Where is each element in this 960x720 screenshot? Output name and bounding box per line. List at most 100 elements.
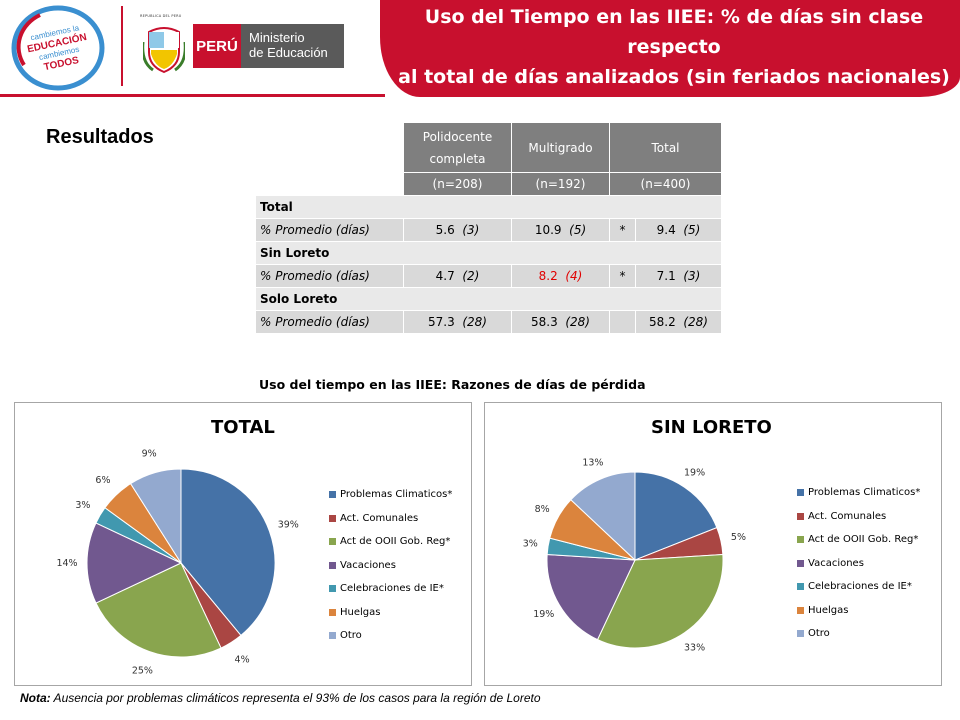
table-cell: 4.7 (2) bbox=[403, 264, 512, 288]
row-label: % Promedio (días) bbox=[255, 310, 404, 334]
slice-label: 14% bbox=[56, 558, 77, 569]
campaign-logo: cambiemos la EDUCACIÓN cambiemos TODOS bbox=[11, 5, 105, 91]
pie-slice bbox=[546, 553, 636, 641]
legend-item: Problemas Climaticos* bbox=[329, 483, 452, 507]
shield-caption: REPUBLICA DEL PERU bbox=[140, 14, 182, 18]
slice-label: 33% bbox=[684, 643, 705, 654]
table-cell: 9.4 (5) bbox=[635, 218, 722, 242]
days: (4) bbox=[565, 269, 583, 283]
ministry-line-1: Ministerio bbox=[249, 30, 305, 45]
days: (3) bbox=[462, 223, 480, 237]
chart-legend: Problemas Climaticos* Act. Comunales Act d… bbox=[797, 481, 920, 646]
slice-label: 19% bbox=[533, 609, 554, 620]
chart-sin-loreto: SIN LORETO 19% 5% 33% 19% 3% 8% 13% Problemas … bbox=[484, 402, 942, 686]
table-blank bbox=[255, 172, 404, 196]
footnote-label: Nota: bbox=[20, 691, 51, 705]
value: 8.2 bbox=[538, 269, 558, 283]
table-cell: 5.6 (3) bbox=[403, 218, 512, 242]
legend-swatch bbox=[797, 606, 804, 614]
pie-slice bbox=[95, 562, 222, 658]
table-cell: 57.3 (28) bbox=[403, 310, 512, 334]
value: 5.6 bbox=[435, 223, 455, 237]
n-polidocente: (n=208) bbox=[403, 172, 512, 196]
chart-title: TOTAL bbox=[211, 417, 275, 438]
pie-slice bbox=[596, 553, 724, 649]
table-cell: 58.3 (28) bbox=[511, 310, 610, 334]
pie-slice bbox=[129, 468, 182, 565]
legend-swatch bbox=[329, 608, 336, 616]
days: (28) bbox=[565, 315, 590, 329]
section-title: Total bbox=[255, 195, 722, 219]
table-cell: 58.2 (28) bbox=[635, 310, 722, 334]
coat-of-arms-icon bbox=[143, 27, 185, 74]
pie-chart-sin-loreto: 19% 5% 33% 19% 3% 8% 13% bbox=[523, 458, 746, 654]
legend-label: Otro bbox=[340, 630, 362, 642]
legend-swatch bbox=[797, 630, 804, 638]
days: (5) bbox=[683, 223, 701, 237]
header-divider bbox=[121, 6, 123, 86]
legend-item: Celebraciones de IE* bbox=[797, 575, 920, 599]
col-header-multigrado: Multigrado bbox=[511, 122, 610, 173]
days: (2) bbox=[462, 269, 480, 283]
chart-legend: Problemas Climaticos* Act. Comunales Act d… bbox=[329, 483, 452, 648]
section-title: Solo Loreto bbox=[255, 287, 722, 311]
days: (5) bbox=[569, 223, 587, 237]
slice-label: 39% bbox=[278, 519, 299, 530]
slice-label: 3% bbox=[523, 538, 538, 549]
value: 9.4 bbox=[656, 223, 676, 237]
legend-item: Huelgas bbox=[329, 601, 452, 625]
table-cell: 10.9 (5) bbox=[511, 218, 610, 242]
slide-title: Uso del Tiempo en las IIEE: % de días si… bbox=[380, 0, 960, 97]
col-header-total: Total bbox=[609, 122, 722, 173]
slice-label: 13% bbox=[582, 458, 603, 469]
legend-item: Otro bbox=[797, 622, 920, 646]
legend-label: Act. Comunales bbox=[340, 512, 419, 524]
slice-label: 4% bbox=[235, 654, 250, 665]
table-cell-highlight: 8.2 (4) bbox=[511, 264, 610, 288]
title-line-2: al total de días analizados (sin feriado… bbox=[398, 65, 950, 88]
n-total: (n=400) bbox=[609, 172, 722, 196]
chart-total: TOTAL 39% 4% 25% 14% 3% 6% 9% Problemas Climat… bbox=[14, 402, 472, 686]
significance-mark bbox=[609, 310, 636, 334]
legend-label: Act. Comunales bbox=[808, 510, 887, 522]
legend-label: Huelgas bbox=[808, 604, 849, 616]
row-label: % Promedio (días) bbox=[255, 218, 404, 242]
legend-item: Huelgas bbox=[797, 599, 920, 623]
slice-label: 25% bbox=[132, 665, 153, 676]
legend-label: Problemas Climaticos* bbox=[808, 487, 921, 499]
legend-label: Act de OOII Gob. Reg* bbox=[340, 536, 451, 548]
legend-item: Act de OOII Gob. Reg* bbox=[797, 528, 920, 552]
legend-swatch bbox=[329, 632, 336, 640]
legend-item: Act. Comunales bbox=[797, 505, 920, 529]
value: 4.7 bbox=[435, 269, 455, 283]
legend-label: Celebraciones de IE* bbox=[340, 583, 444, 595]
legend-label: Problemas Climaticos* bbox=[340, 489, 453, 501]
slice-label: 8% bbox=[535, 504, 550, 515]
section-title: Sin Loreto bbox=[255, 241, 722, 265]
slice-label: 6% bbox=[95, 475, 110, 486]
legend-label: Celebraciones de IE* bbox=[808, 581, 912, 593]
ministry-line-2: de Educación bbox=[249, 45, 328, 60]
legend-swatch bbox=[797, 536, 804, 544]
legend-swatch bbox=[797, 559, 804, 567]
n-multigrado: (n=192) bbox=[511, 172, 610, 196]
results-heading: Resultados bbox=[46, 126, 154, 148]
days: (28) bbox=[683, 315, 708, 329]
legend-swatch bbox=[329, 514, 336, 522]
footnote: Nota: Ausencia por problemas climáticos … bbox=[20, 691, 541, 705]
row-label: % Promedio (días) bbox=[255, 264, 404, 288]
legend-item: Act. Comunales bbox=[329, 507, 452, 531]
footnote-text: Ausencia por problemas climáticos repres… bbox=[50, 691, 541, 705]
legend-swatch bbox=[329, 491, 336, 499]
value: 7.1 bbox=[656, 269, 676, 283]
header-rule bbox=[0, 94, 385, 97]
legend-item: Otro bbox=[329, 624, 452, 648]
value: 58.3 bbox=[531, 315, 558, 329]
col-header-polidocente: Polidocente completa bbox=[403, 122, 512, 173]
legend-label: Act de OOII Gob. Reg* bbox=[808, 534, 919, 546]
legend-swatch bbox=[797, 583, 804, 591]
legend-swatch bbox=[329, 538, 336, 546]
title-line-1: Uso del Tiempo en las IIEE: % de días si… bbox=[424, 5, 924, 58]
slice-label: 9% bbox=[142, 449, 157, 460]
chart-title: SIN LORETO bbox=[651, 417, 772, 438]
